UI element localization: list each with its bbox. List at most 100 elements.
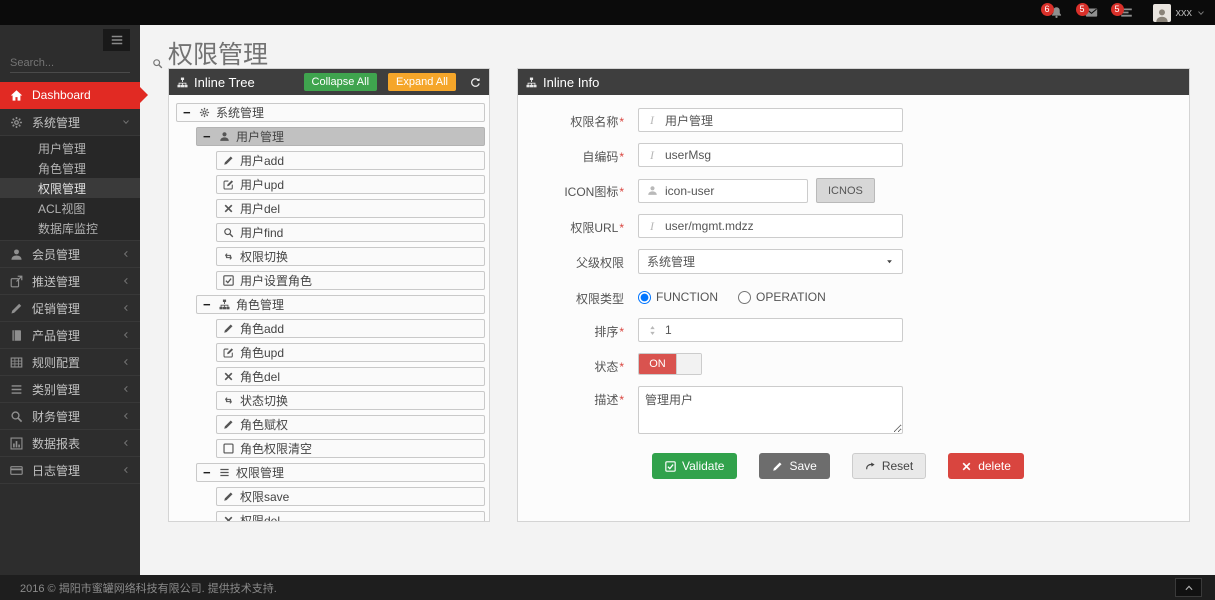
tree-node[interactable]: − 系统管理 bbox=[176, 103, 485, 122]
sidebar-item-财务管理[interactable]: 财务管理 bbox=[0, 403, 140, 430]
sidebar-item-label: 推送管理 bbox=[32, 274, 81, 289]
field-label-text: ICON图标 bbox=[564, 185, 619, 199]
user-menu[interactable]: xxx bbox=[1152, 3, 1206, 22]
tree-node-label: 角色add bbox=[240, 322, 285, 336]
tree-node[interactable]: − 角色管理 bbox=[196, 295, 485, 314]
field-label-text: 权限类型 bbox=[575, 292, 624, 306]
tree-node[interactable]: 角色del bbox=[216, 367, 485, 386]
field-input-权限名称[interactable] bbox=[665, 109, 902, 131]
topbar-item-notifications[interactable]: 6 bbox=[1040, 3, 1063, 19]
tree-node[interactable]: 角色权限清空 bbox=[216, 439, 485, 458]
topbar-item-tasks[interactable]: 5 bbox=[1110, 3, 1133, 19]
tree-node[interactable]: 角色upd bbox=[216, 343, 485, 362]
sidebar-item-类别管理[interactable]: 类别管理 bbox=[0, 376, 140, 403]
sidebar-subitem-权限管理[interactable]: 权限管理 bbox=[0, 178, 140, 198]
tree-node-label: 系统管理 bbox=[216, 106, 265, 120]
field-input-自编码[interactable] bbox=[665, 144, 902, 166]
collapse-minus-icon[interactable]: − bbox=[183, 105, 191, 120]
validate-button[interactable]: Validate bbox=[652, 453, 738, 479]
sidebar-item-促销管理[interactable]: 促销管理 bbox=[0, 295, 140, 322]
form-row-父级权限: 父级权限 系统管理 bbox=[532, 249, 1175, 274]
sidebar-subitem-数据库监控[interactable]: 数据库监控 bbox=[38, 221, 99, 236]
tree-node[interactable]: 角色add bbox=[216, 319, 485, 338]
sidebar-item-Dashboard[interactable]: Dashboard bbox=[0, 82, 148, 109]
content-area: 权限管理 Inline Tree Collapse All Expand All… bbox=[140, 25, 1215, 575]
collapse-all-button[interactable]: Collapse All bbox=[303, 73, 378, 91]
topbar-right: 6 5 5 xxx bbox=[1040, 0, 1206, 25]
footer: 2016 © 揭阳市蜜罐网络科技有限公司. 提供技术支持. bbox=[0, 575, 1215, 600]
icnos-button[interactable]: ICNOS bbox=[816, 178, 875, 203]
collapse-minus-icon[interactable]: − bbox=[203, 129, 211, 144]
search-input[interactable] bbox=[10, 57, 152, 69]
radio-option-OPERATION[interactable]: OPERATION bbox=[738, 290, 826, 304]
tree-node[interactable]: 用户add bbox=[216, 151, 485, 170]
field-control-wrap bbox=[638, 318, 903, 342]
sidebar-item-产品管理[interactable]: 产品管理 bbox=[0, 322, 140, 349]
chevron-left-icon bbox=[122, 412, 130, 420]
delete-button[interactable]: delete bbox=[948, 453, 1024, 479]
collapse-minus-icon[interactable]: − bbox=[203, 297, 211, 312]
sitemap-icon bbox=[219, 299, 230, 310]
reset-button[interactable]: Reset bbox=[851, 453, 927, 479]
tree-node[interactable]: 状态切换 bbox=[216, 391, 485, 410]
sidebar-toggle-button[interactable] bbox=[103, 29, 130, 51]
radio-option-FUNCTION[interactable]: FUNCTION bbox=[638, 290, 718, 304]
sort-icon bbox=[639, 325, 665, 336]
field-label: 权限名称* bbox=[532, 108, 638, 130]
tree-node[interactable]: − 用户管理 bbox=[196, 127, 485, 146]
chevron-left-icon bbox=[122, 304, 130, 312]
save-button[interactable]: Save bbox=[759, 453, 830, 479]
tree-node-label: 权限save bbox=[240, 490, 290, 504]
tree-body[interactable]: − 系统管理 − 用户管理 用户add 用户upd 用户del 用户find 权限切换 用户设置角… bbox=[169, 95, 489, 521]
parent-permission-select[interactable]: 系统管理 bbox=[638, 249, 903, 274]
table-icon bbox=[10, 356, 29, 369]
field-input-ICON图标[interactable] bbox=[665, 179, 807, 202]
field-control-wrap: I bbox=[638, 214, 903, 238]
caret-down-icon bbox=[885, 257, 894, 266]
scroll-top-button[interactable] bbox=[1175, 578, 1202, 597]
chevron-left-icon bbox=[122, 277, 130, 285]
radio-FUNCTION[interactable] bbox=[638, 290, 651, 304]
sidebar-item-系统管理[interactable]: 系统管理 bbox=[0, 109, 140, 136]
sidebar-item-日志管理[interactable]: 日志管理 bbox=[0, 457, 140, 484]
sidebar-item-推送管理[interactable]: 推送管理 bbox=[0, 268, 140, 295]
status-toggle[interactable]: ON bbox=[638, 353, 702, 375]
sidebar-subitem-ACL视图[interactable]: ACL视图 bbox=[38, 201, 86, 216]
expand-all-button[interactable]: Expand All bbox=[388, 73, 456, 91]
user-icon bbox=[219, 131, 230, 142]
home-icon bbox=[10, 89, 29, 102]
tree-node[interactable]: 用户设置角色 bbox=[216, 271, 485, 290]
chevron-left-icon bbox=[122, 358, 130, 366]
tree-node[interactable]: 权限切换 bbox=[216, 247, 485, 266]
input-权限名称: I bbox=[638, 108, 903, 132]
chevron-up-icon bbox=[1184, 583, 1194, 593]
sidebar-item-规则配置[interactable]: 规则配置 bbox=[0, 349, 140, 376]
tree-node-label: 角色管理 bbox=[236, 298, 285, 312]
description-textarea[interactable]: 管理用户 bbox=[638, 386, 903, 434]
field-control-wrap: I bbox=[638, 108, 903, 132]
tree-node[interactable]: 权限save bbox=[216, 487, 485, 506]
tree-node[interactable]: 用户del bbox=[216, 199, 485, 218]
bell-icon bbox=[1050, 6, 1063, 19]
user-name: xxx bbox=[1175, 6, 1193, 19]
refresh-icon[interactable] bbox=[470, 77, 481, 88]
collapse-minus-icon[interactable]: − bbox=[203, 465, 211, 480]
topbar-item-messages[interactable]: 5 bbox=[1075, 3, 1098, 19]
tree-node-label: 角色upd bbox=[240, 346, 285, 360]
sidebar-subitem-角色管理[interactable]: 角色管理 bbox=[38, 161, 87, 176]
tree-node-label: 权限del bbox=[240, 514, 281, 521]
sidebar-subitem-用户管理[interactable]: 用户管理 bbox=[38, 141, 87, 156]
tree-node[interactable]: 用户upd bbox=[216, 175, 485, 194]
tree-node[interactable]: 用户find bbox=[216, 223, 485, 242]
tree-node[interactable]: 角色赋权 bbox=[216, 415, 485, 434]
field-input-排序[interactable] bbox=[665, 319, 902, 341]
field-input-权限URL[interactable] bbox=[665, 215, 902, 237]
tree-node[interactable]: 权限del bbox=[216, 511, 485, 521]
tree-node[interactable]: − 权限管理 bbox=[196, 463, 485, 482]
radio-OPERATION[interactable] bbox=[738, 290, 751, 304]
search-icon bbox=[152, 58, 163, 69]
sidebar-item-会员管理[interactable]: 会员管理 bbox=[0, 241, 140, 268]
required-asterisk: * bbox=[619, 393, 624, 407]
sidebar-item-数据报表[interactable]: 数据报表 bbox=[0, 430, 140, 457]
